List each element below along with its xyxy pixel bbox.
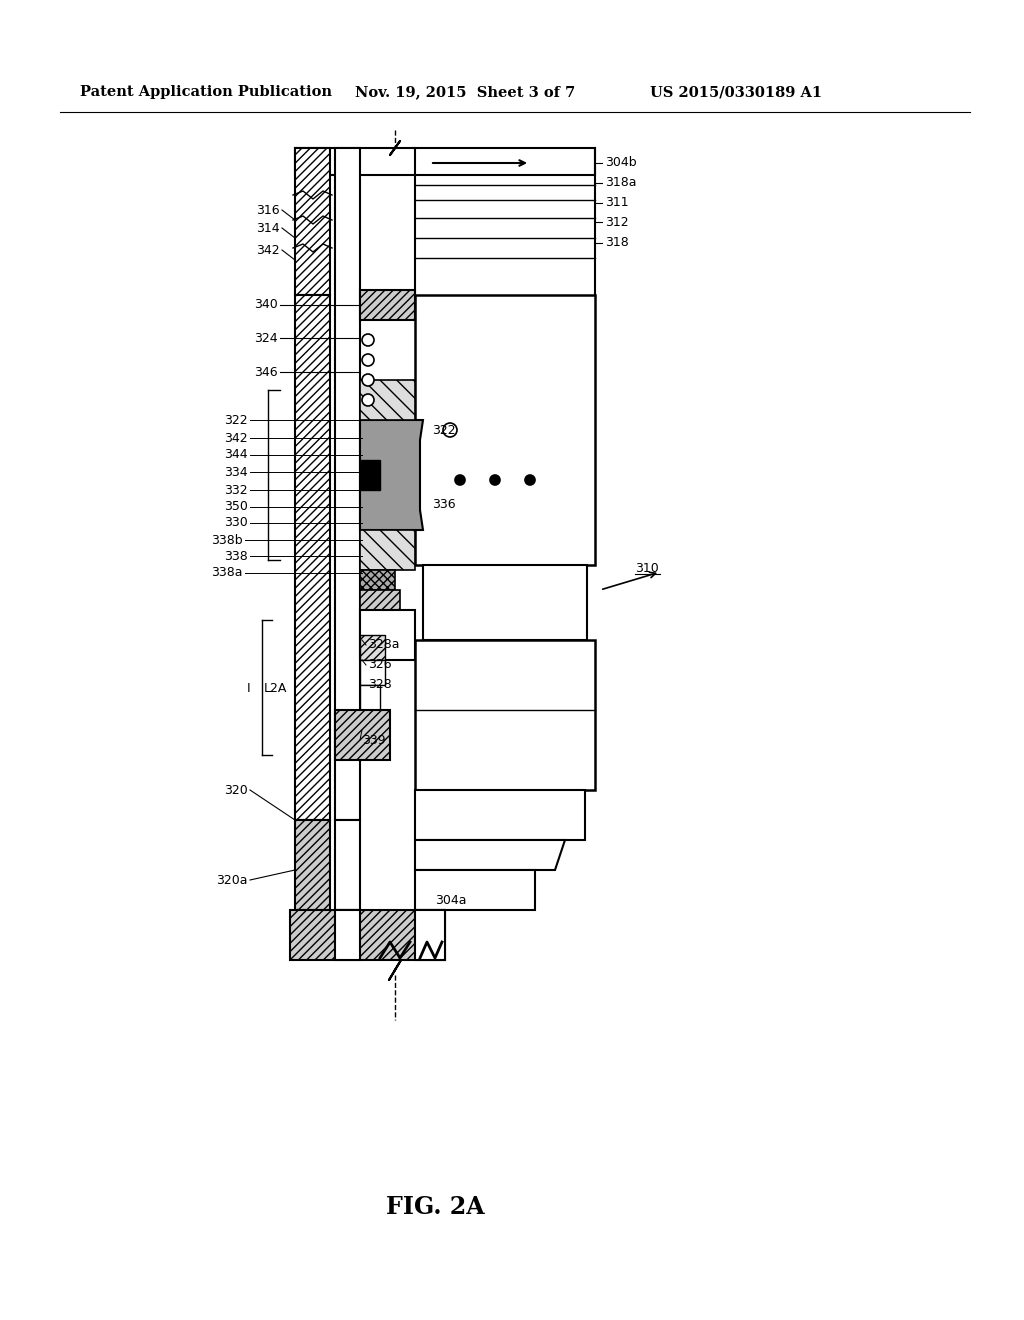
- Text: 328: 328: [368, 678, 392, 692]
- Polygon shape: [335, 820, 360, 909]
- Text: 318a: 318a: [605, 177, 637, 190]
- Polygon shape: [415, 640, 595, 789]
- Polygon shape: [360, 290, 415, 319]
- Text: 312: 312: [605, 215, 629, 228]
- Polygon shape: [360, 610, 415, 660]
- Polygon shape: [360, 590, 400, 610]
- Text: 338b: 338b: [211, 533, 243, 546]
- Text: 344: 344: [224, 449, 248, 462]
- Polygon shape: [360, 570, 395, 590]
- Text: 326: 326: [368, 659, 391, 672]
- Circle shape: [525, 475, 535, 484]
- Text: US 2015/0330189 A1: US 2015/0330189 A1: [650, 84, 822, 99]
- Polygon shape: [360, 420, 423, 531]
- Text: FIG. 2A: FIG. 2A: [386, 1195, 484, 1218]
- Polygon shape: [423, 565, 587, 640]
- Text: 338a: 338a: [212, 566, 243, 579]
- Polygon shape: [360, 635, 385, 660]
- Polygon shape: [290, 909, 445, 960]
- Text: 304a: 304a: [435, 894, 467, 907]
- Polygon shape: [415, 294, 595, 565]
- Text: 320a: 320a: [216, 874, 248, 887]
- Text: 324: 324: [254, 331, 278, 345]
- Polygon shape: [415, 870, 535, 909]
- Circle shape: [490, 475, 500, 484]
- Circle shape: [362, 354, 374, 366]
- Text: 320: 320: [224, 784, 248, 796]
- Text: 322: 322: [432, 424, 456, 437]
- Text: 304b: 304b: [605, 157, 637, 169]
- Text: 332: 332: [224, 483, 248, 496]
- Polygon shape: [295, 148, 595, 176]
- Text: 339: 339: [362, 734, 386, 747]
- Text: 310: 310: [635, 561, 658, 574]
- Text: L2A: L2A: [264, 681, 288, 694]
- Text: 318: 318: [605, 236, 629, 249]
- Polygon shape: [360, 660, 385, 685]
- Text: 314: 314: [256, 222, 280, 235]
- Text: 334: 334: [224, 466, 248, 479]
- Text: 330: 330: [224, 516, 248, 529]
- Text: 346: 346: [254, 366, 278, 379]
- Polygon shape: [295, 294, 330, 820]
- Text: 342: 342: [256, 243, 280, 256]
- Circle shape: [362, 374, 374, 385]
- Text: 340: 340: [254, 298, 278, 312]
- Polygon shape: [335, 909, 360, 960]
- Text: 311: 311: [605, 197, 629, 210]
- Polygon shape: [360, 459, 380, 490]
- Circle shape: [455, 475, 465, 484]
- Circle shape: [362, 334, 374, 346]
- Text: Patent Application Publication: Patent Application Publication: [80, 84, 332, 99]
- Polygon shape: [415, 789, 585, 840]
- Text: 328a: 328a: [368, 639, 399, 652]
- Text: 336: 336: [432, 499, 456, 511]
- Text: 338: 338: [224, 549, 248, 562]
- Polygon shape: [360, 380, 415, 420]
- Text: 316: 316: [256, 203, 280, 216]
- Polygon shape: [295, 820, 330, 909]
- Text: 350: 350: [224, 500, 248, 513]
- Circle shape: [362, 393, 374, 407]
- Polygon shape: [335, 148, 360, 820]
- Polygon shape: [360, 685, 380, 710]
- Text: Nov. 19, 2015  Sheet 3 of 7: Nov. 19, 2015 Sheet 3 of 7: [355, 84, 575, 99]
- Circle shape: [443, 422, 457, 437]
- Polygon shape: [415, 840, 565, 870]
- Polygon shape: [335, 710, 390, 760]
- Text: I: I: [247, 681, 250, 694]
- Polygon shape: [295, 148, 330, 294]
- Text: 342: 342: [224, 432, 248, 445]
- Polygon shape: [415, 909, 445, 960]
- Polygon shape: [360, 531, 415, 570]
- Text: 322: 322: [224, 413, 248, 426]
